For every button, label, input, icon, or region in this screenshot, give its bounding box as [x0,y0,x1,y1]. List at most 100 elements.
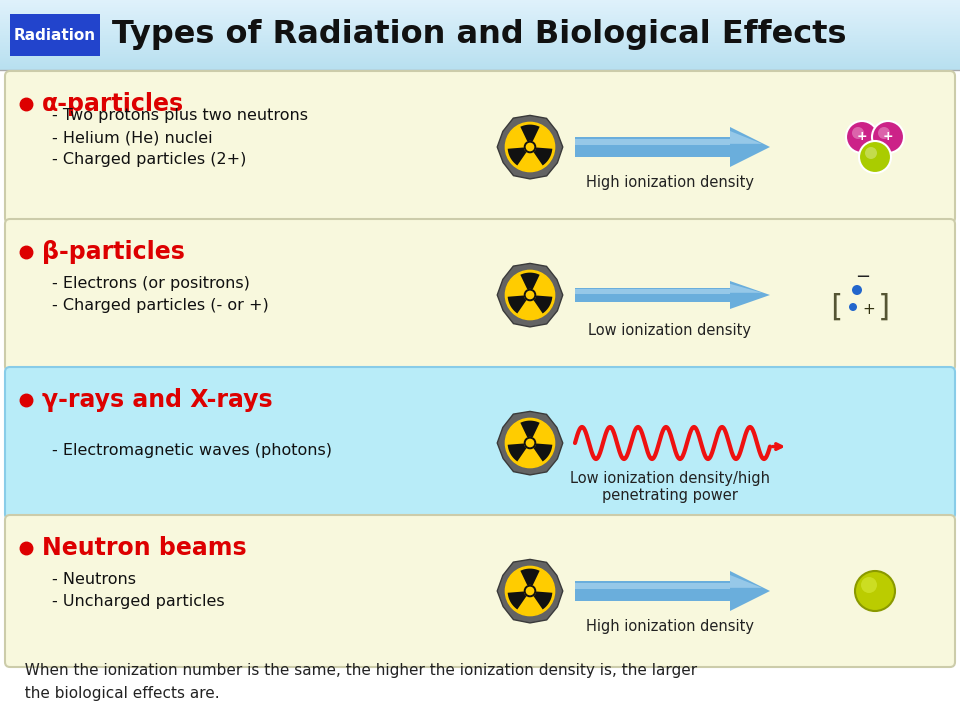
Bar [0,46,960,47]
Polygon shape [520,273,540,289]
Polygon shape [730,571,770,611]
Text: - Two protons plus two neutrons: - Two protons plus two neutrons [52,108,308,123]
Bar [0,40,960,41]
Text: −: − [855,268,871,286]
Bar [0,5,960,6]
Bar [0,24,960,25]
Polygon shape [730,131,762,144]
Bar [0,36,960,37]
Circle shape [524,289,536,301]
Text: β-particles: β-particles [42,240,185,264]
Circle shape [526,588,534,595]
Circle shape [524,585,536,597]
Circle shape [524,437,536,449]
Text: γ-rays and X-rays: γ-rays and X-rays [42,388,273,412]
FancyBboxPatch shape [575,289,730,294]
Polygon shape [730,284,762,293]
FancyBboxPatch shape [575,137,730,158]
Bar [0,33,960,34]
Bar [0,31,960,32]
Bar [0,64,960,65]
Bar [0,62,960,63]
Bar [0,52,960,53]
Polygon shape [508,444,526,462]
Bar [0,51,960,52]
Bar [0,27,960,28]
Bar [0,63,960,64]
Text: α-particles: α-particles [42,92,184,116]
Circle shape [524,141,536,153]
Circle shape [526,143,534,150]
Bar [0,41,960,42]
Polygon shape [497,264,563,327]
Bar [0,23,960,24]
Text: - Uncharged particles: - Uncharged particles [52,594,225,609]
Bar [0,44,960,45]
Polygon shape [730,575,762,588]
Circle shape [505,270,555,320]
Bar [0,53,960,54]
Bar [0,12,960,13]
Bar [0,7,960,8]
Circle shape [846,121,878,153]
Bar [0,18,960,19]
Polygon shape [730,281,770,309]
Polygon shape [534,444,552,462]
FancyBboxPatch shape [575,288,730,302]
Bar [0,17,960,18]
Bar [0,20,960,21]
Polygon shape [508,592,526,609]
Bar [0,43,960,44]
Bar [0,67,960,68]
Bar [0,47,960,48]
Bar [0,58,960,59]
Text: Types of Radiation and Biological Effects: Types of Radiation and Biological Effect… [112,19,847,50]
Bar [0,4,960,5]
Bar [0,56,960,57]
FancyBboxPatch shape [575,582,730,590]
Bar [0,15,960,16]
Text: - Helium (He) nuclei: - Helium (He) nuclei [52,130,212,145]
Circle shape [849,303,857,311]
Bar [0,59,960,60]
Bar [0,45,960,46]
Bar [0,54,960,55]
FancyBboxPatch shape [10,14,100,56]
Bar [0,49,960,50]
Polygon shape [534,148,552,166]
Bar [0,48,960,49]
Bar [0,28,960,29]
Bar [0,69,960,70]
Bar [0,25,960,26]
Bar [0,1,960,2]
Bar [0,30,960,31]
Text: ]: ] [876,292,894,322]
Bar [0,61,960,62]
Bar [0,29,960,30]
Bar [0,9,960,10]
Bar [0,50,960,51]
Text: - Electrons (or positrons): - Electrons (or positrons) [52,276,250,291]
Text: - Neutrons: - Neutrons [52,572,136,587]
Bar [0,10,960,11]
Bar [0,11,960,12]
Text: - Charged particles (- or +): - Charged particles (- or +) [52,298,269,313]
Bar [0,32,960,33]
Bar [0,34,960,35]
Polygon shape [508,148,526,166]
Text: Neutron beams: Neutron beams [42,536,247,560]
Circle shape [526,292,534,299]
Polygon shape [497,411,563,475]
FancyBboxPatch shape [5,71,955,223]
Circle shape [505,418,555,468]
Text: Radiation: Radiation [14,27,96,42]
Bar [0,2,960,3]
Polygon shape [497,115,563,179]
Bar [0,60,960,61]
Text: +: + [863,302,876,317]
Bar [0,13,960,14]
FancyBboxPatch shape [5,367,955,519]
Circle shape [526,439,534,446]
Circle shape [852,127,864,139]
Circle shape [878,127,890,139]
